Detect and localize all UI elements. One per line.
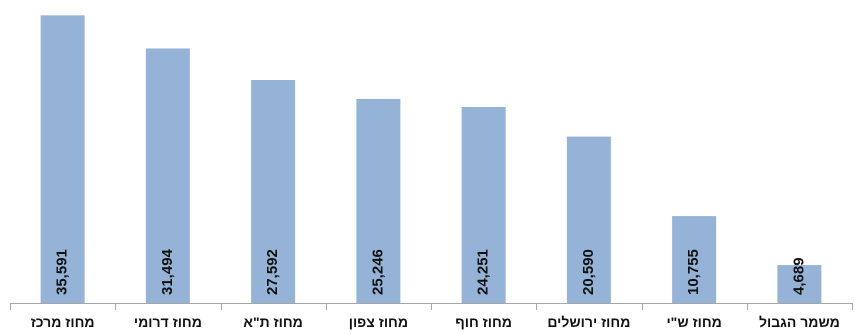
category-label-5: מחוז ירושלים [547, 314, 630, 330]
bar-4 [461, 107, 506, 303]
category-label-7: משמר הגבול [759, 314, 840, 330]
bar-5 [566, 136, 611, 303]
data-label-2: 27,592 [264, 249, 281, 295]
data-label-6: 10,755 [685, 249, 702, 295]
category-label-3: מחוז צפון [349, 314, 408, 330]
bar-6 [672, 216, 717, 303]
data-label-0: 35,591 [54, 249, 71, 295]
bar-2 [251, 80, 296, 303]
data-label-1: 31,494 [159, 248, 176, 295]
category-label-1: מחוז דרומי [134, 314, 202, 330]
data-label-3: 25,246 [369, 249, 386, 295]
category-label-4: מחוז חוף [455, 314, 512, 330]
category-label-2: מחוז ת"א [243, 314, 302, 330]
data-label-4: 24,251 [475, 249, 492, 295]
category-label-0: מחוז מרכז [31, 314, 95, 330]
bar-3 [356, 98, 401, 304]
category-label-6: מחוז ש"י [666, 314, 721, 330]
data-label-5: 20,590 [580, 249, 597, 295]
bar-7 [777, 265, 822, 303]
data-label-7: 4,689 [790, 257, 807, 295]
bar-0 [40, 15, 85, 303]
bar-1 [145, 48, 190, 304]
